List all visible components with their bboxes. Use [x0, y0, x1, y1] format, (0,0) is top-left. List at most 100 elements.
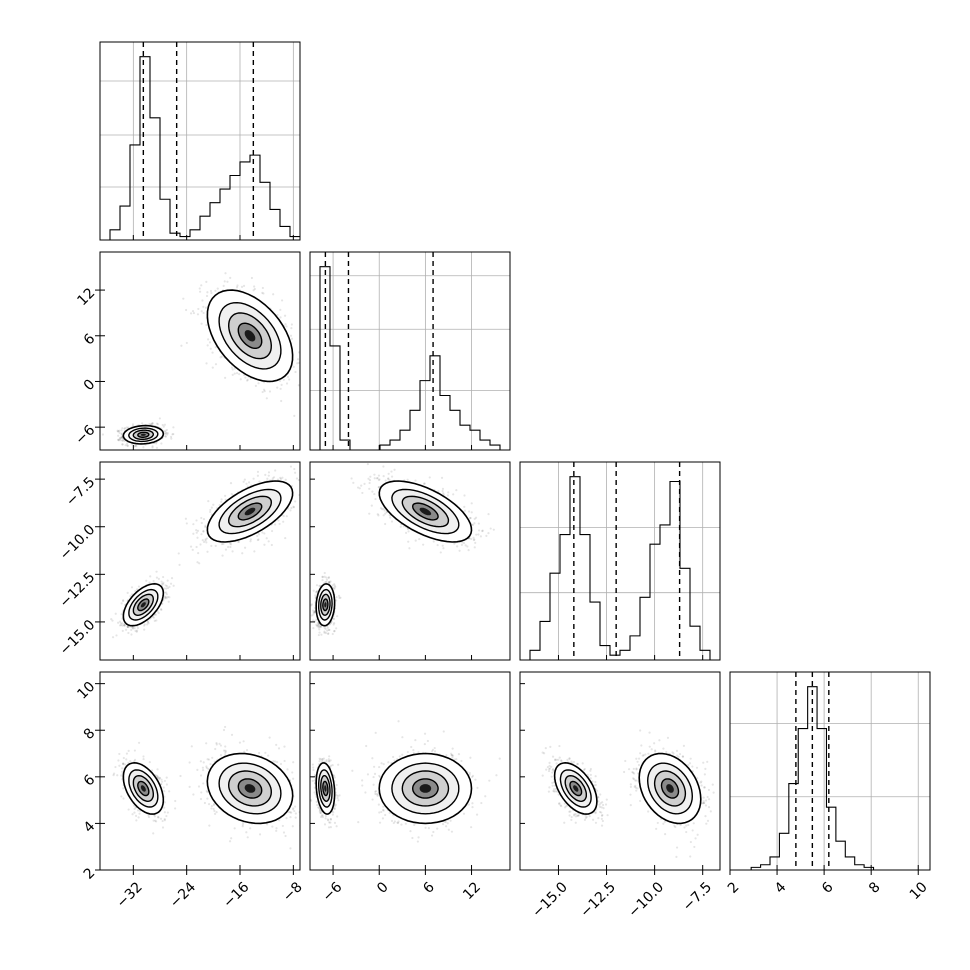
sample-point	[196, 536, 199, 539]
sample-point	[333, 629, 336, 633]
sample-point	[135, 630, 138, 633]
sample-point	[200, 310, 203, 313]
sample-point	[166, 433, 169, 436]
sample-point	[230, 366, 234, 369]
sample-point	[282, 514, 285, 518]
sample-point	[160, 580, 163, 583]
sample-point	[197, 552, 200, 555]
sample-point	[146, 621, 150, 624]
sample-point	[201, 539, 204, 542]
sample-point	[333, 617, 336, 621]
sample-point	[165, 593, 168, 596]
sample-point	[265, 537, 268, 540]
sample-point	[130, 586, 134, 589]
sample-point	[261, 531, 264, 534]
sample-point	[163, 587, 166, 590]
sample-point	[316, 624, 319, 627]
sample-point	[261, 291, 264, 294]
sample-point	[312, 627, 315, 630]
sample-point	[218, 503, 221, 507]
sample-point	[334, 585, 337, 589]
sample-point	[256, 474, 260, 477]
sample-point	[223, 280, 226, 283]
sample-point	[472, 538, 475, 542]
sample-point	[327, 628, 330, 632]
sample-point	[220, 498, 223, 501]
sample-point	[295, 477, 299, 480]
sample-point	[327, 580, 331, 584]
sample-point	[123, 624, 126, 627]
sample-point	[297, 351, 300, 354]
sample-point	[212, 503, 215, 506]
sample-point	[325, 580, 328, 584]
sample-point	[143, 624, 146, 627]
sample-point	[204, 539, 207, 542]
sample-point	[276, 386, 279, 389]
sample-point	[118, 437, 122, 441]
sample-point	[172, 584, 175, 587]
sample-point	[169, 435, 173, 438]
sample-point	[256, 470, 260, 473]
hist-frame	[99, 41, 301, 241]
sample-point	[390, 470, 393, 473]
sample-point	[407, 530, 410, 533]
sample-point	[226, 545, 230, 549]
sample-point	[249, 377, 252, 380]
sample-point	[136, 626, 140, 630]
sample-point	[121, 622, 124, 625]
sample-point	[224, 548, 228, 551]
sample-point	[231, 550, 234, 553]
sample-point	[242, 480, 245, 483]
sample-point	[192, 311, 195, 315]
sample-point	[338, 596, 341, 599]
sample-point	[289, 465, 293, 468]
sample-point	[129, 595, 132, 598]
sample-point	[462, 542, 466, 545]
sample-point	[290, 506, 293, 510]
sample-point	[117, 430, 120, 433]
sample-point	[169, 582, 173, 585]
sample-point	[120, 624, 123, 627]
sample-point	[266, 477, 269, 480]
sample-point	[297, 478, 300, 482]
hist-panel-2	[519, 461, 721, 661]
sample-point	[247, 481, 251, 484]
sample-point	[135, 445, 138, 448]
sample-point	[121, 624, 124, 627]
sample-point	[339, 596, 342, 599]
sample-point	[252, 289, 255, 292]
sample-point	[151, 446, 154, 449]
sample-point	[294, 500, 297, 503]
sample-point	[241, 552, 244, 555]
sample-point	[130, 628, 133, 631]
hist-panel-3	[729, 671, 931, 871]
sample-point	[261, 390, 264, 394]
sample-point	[164, 597, 167, 600]
sample-point	[172, 426, 175, 429]
sample-point	[256, 538, 259, 542]
sample-point	[198, 562, 201, 565]
sample-point	[204, 524, 207, 527]
sample-point	[235, 286, 239, 289]
sample-point	[317, 633, 320, 637]
sample-point	[279, 476, 282, 479]
sample-point	[477, 533, 480, 536]
sample-point	[216, 287, 219, 290]
scatter-panel-2-1	[308, 461, 511, 661]
sample-point	[224, 494, 227, 497]
sample-point	[126, 444, 129, 447]
sample-point	[206, 344, 209, 347]
sample-point	[205, 323, 208, 327]
sample-point	[200, 284, 203, 287]
sample-point	[308, 623, 310, 625]
sample-point	[209, 347, 212, 350]
sample-point	[283, 314, 287, 317]
sample-point	[319, 625, 322, 628]
sample-point	[202, 540, 206, 544]
sample-point	[130, 593, 134, 596]
sample-point	[134, 444, 137, 447]
sample-point	[297, 361, 300, 364]
sample-point	[202, 305, 205, 308]
sample-point	[157, 577, 160, 580]
sample-point	[156, 423, 160, 426]
